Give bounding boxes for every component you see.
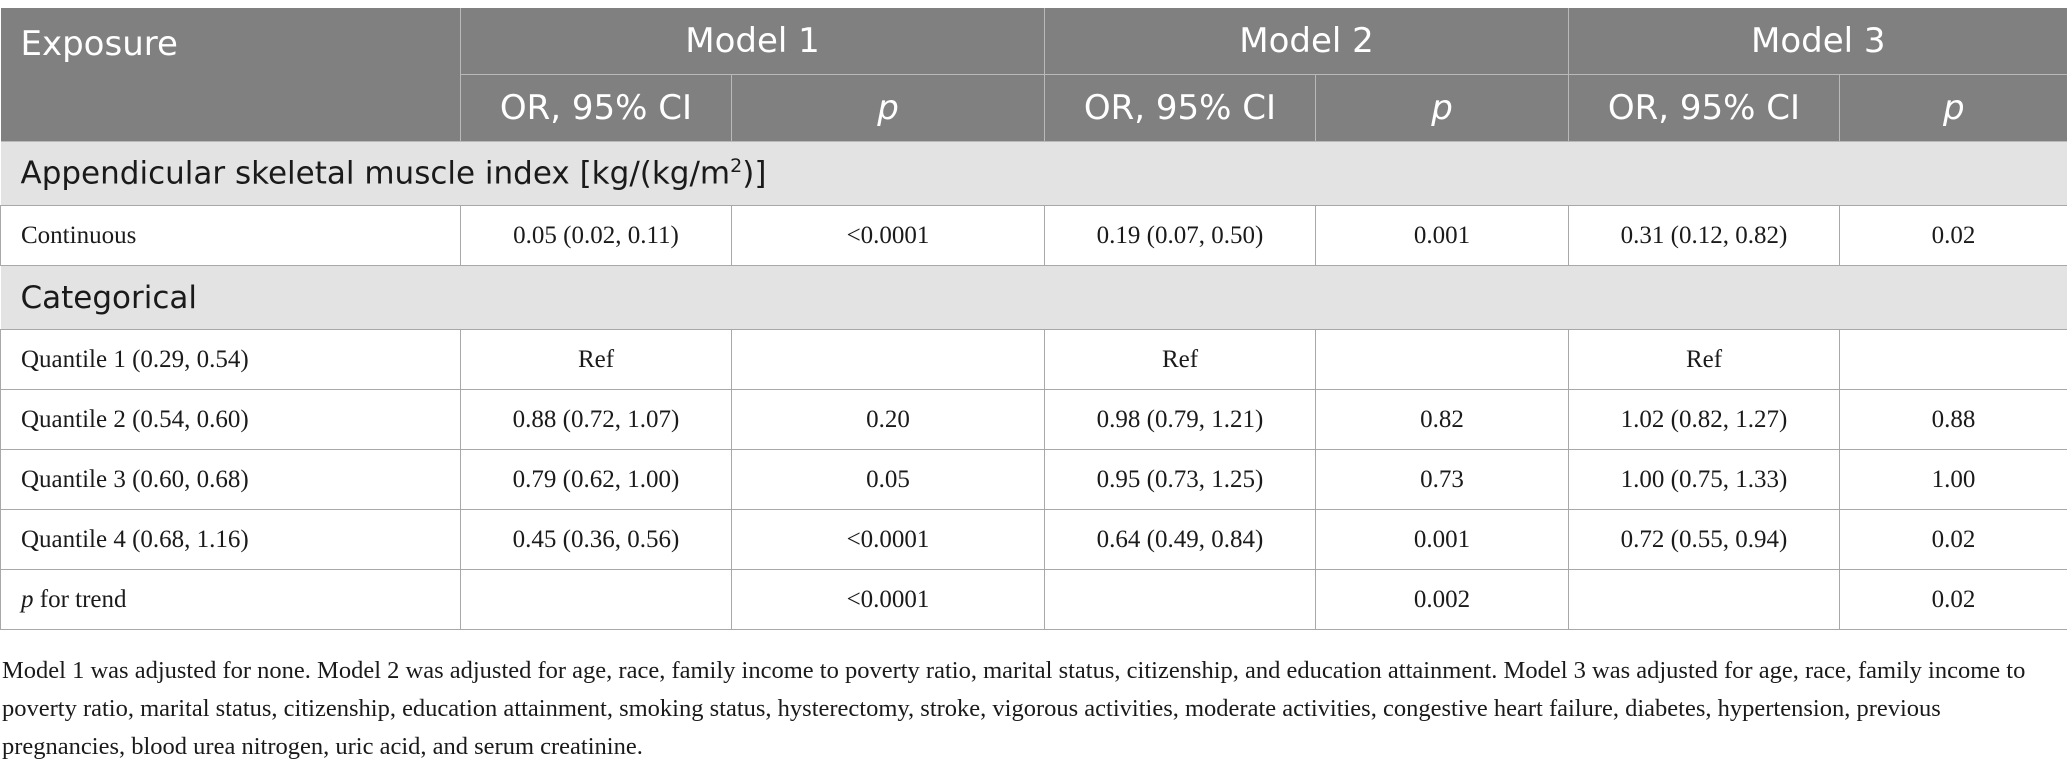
table-cell: 0.001 bbox=[1315, 509, 1569, 570]
table-row: Quantile 2 (0.54, 0.60) 0.88 (0.72, 1.07… bbox=[0, 389, 2067, 450]
table-row: p for trend <0.0001 0.002 0.02 bbox=[0, 569, 2067, 630]
table-cell: 0.31 (0.12, 0.82) bbox=[1568, 205, 1840, 266]
table-cell: 0.05 (0.02, 0.11) bbox=[460, 205, 732, 266]
table-cell bbox=[1568, 569, 1840, 630]
row-label: Continuous bbox=[0, 205, 461, 266]
table-cell: 0.88 (0.72, 1.07) bbox=[460, 389, 732, 450]
row-label: Quantile 1 (0.29, 0.54) bbox=[0, 329, 461, 390]
model-2-header: Model 2 bbox=[1044, 8, 1569, 75]
table-row: Quantile 1 (0.29, 0.54) Ref Ref Ref bbox=[0, 329, 2067, 390]
table-cell: <0.0001 bbox=[731, 569, 1045, 630]
or-ci-header: OR, 95% CI bbox=[460, 74, 732, 142]
model-3-header: Model 3 bbox=[1568, 8, 2067, 75]
table-footnote: Model 1 was adjusted for none. Model 2 w… bbox=[2, 657, 2026, 760]
table-header: Exposure Model 1 Model 2 Model 3 OR, 95%… bbox=[0, 8, 2067, 142]
table-cell: Ref bbox=[1044, 329, 1316, 390]
row-label: p for trend bbox=[0, 569, 461, 630]
p-header: p bbox=[1839, 74, 2067, 142]
table-row: Quantile 4 (0.68, 1.16) 0.45 (0.36, 0.56… bbox=[0, 509, 2067, 570]
section-row-asmi: Appendicular skeletal muscle index [kg/(… bbox=[0, 141, 2067, 206]
table-cell: 0.73 bbox=[1315, 449, 1569, 510]
exposure-header: Exposure bbox=[0, 8, 461, 142]
table-cell: 0.05 bbox=[731, 449, 1045, 510]
table-cell bbox=[731, 329, 1045, 390]
table-cell: 0.88 bbox=[1839, 389, 2067, 450]
row-label: Quantile 4 (0.68, 1.16) bbox=[0, 509, 461, 570]
row-label: Quantile 2 (0.54, 0.60) bbox=[0, 389, 461, 450]
table-cell: 0.002 bbox=[1315, 569, 1569, 630]
or-ci-header: OR, 95% CI bbox=[1568, 74, 1840, 142]
table-cell bbox=[460, 569, 732, 630]
model-1-header: Model 1 bbox=[460, 8, 1045, 75]
table-cell: 0.20 bbox=[731, 389, 1045, 450]
table-cell: Ref bbox=[460, 329, 732, 390]
table-cell: 1.02 (0.82, 1.27) bbox=[1568, 389, 1840, 450]
table-cell: 0.02 bbox=[1839, 569, 2067, 630]
section-title: Categorical bbox=[0, 265, 2067, 330]
table-cell: 0.98 (0.79, 1.21) bbox=[1044, 389, 1316, 450]
or-ci-header: OR, 95% CI bbox=[1044, 74, 1316, 142]
table-cell: Ref bbox=[1568, 329, 1840, 390]
section-title: Appendicular skeletal muscle index [kg/(… bbox=[0, 141, 2067, 206]
odds-ratio-table: Exposure Model 1 Model 2 Model 3 OR, 95%… bbox=[0, 8, 2067, 630]
table-cell bbox=[1044, 569, 1316, 630]
table-cell: 0.82 bbox=[1315, 389, 1569, 450]
table-cell: 0.72 (0.55, 0.94) bbox=[1568, 509, 1840, 570]
table-cell: 0.02 bbox=[1839, 205, 2067, 266]
table-cell: 0.79 (0.62, 1.00) bbox=[460, 449, 732, 510]
table-cell: 0.001 bbox=[1315, 205, 1569, 266]
table-row: Continuous 0.05 (0.02, 0.11) <0.0001 0.1… bbox=[0, 205, 2067, 266]
table-cell: 0.95 (0.73, 1.25) bbox=[1044, 449, 1316, 510]
table-cell: 0.19 (0.07, 0.50) bbox=[1044, 205, 1316, 266]
section-row-categorical: Categorical bbox=[0, 265, 2067, 330]
table-cell bbox=[1839, 329, 2067, 390]
table-cell: 0.02 bbox=[1839, 509, 2067, 570]
p-header: p bbox=[1315, 74, 1569, 142]
results-table-container: Exposure Model 1 Model 2 Model 3 OR, 95%… bbox=[0, 8, 2067, 630]
table-cell: 0.64 (0.49, 0.84) bbox=[1044, 509, 1316, 570]
row-label: Quantile 3 (0.60, 0.68) bbox=[0, 449, 461, 510]
table-cell: 1.00 (0.75, 1.33) bbox=[1568, 449, 1840, 510]
table-cell: 1.00 bbox=[1839, 449, 2067, 510]
table-cell: <0.0001 bbox=[731, 509, 1045, 570]
table-cell bbox=[1315, 329, 1569, 390]
table-cell: <0.0001 bbox=[731, 205, 1045, 266]
table-cell: 0.45 (0.36, 0.56) bbox=[460, 509, 732, 570]
p-header: p bbox=[731, 74, 1045, 142]
table-row: Quantile 3 (0.60, 0.68) 0.79 (0.62, 1.00… bbox=[0, 449, 2067, 510]
